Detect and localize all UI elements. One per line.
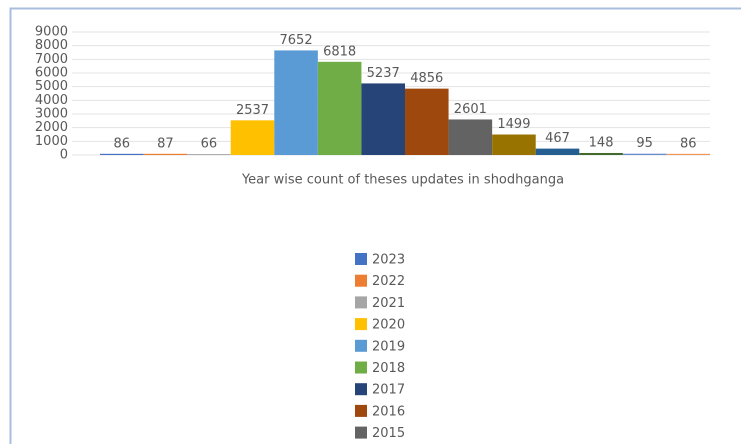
data-label: 95	[636, 136, 653, 151]
legend-swatch	[355, 296, 367, 309]
bar	[448, 119, 493, 155]
legend-label: 2019	[372, 339, 405, 354]
data-label: 86	[114, 136, 131, 151]
legend-label: 2021	[372, 296, 405, 311]
data-label: 5237	[367, 66, 400, 81]
legend-label: 2015	[372, 426, 405, 441]
legend-swatch	[355, 361, 367, 374]
data-label: 86	[680, 136, 697, 151]
x-axis-title: Year wise count of theses updates in sho…	[241, 173, 564, 188]
legend-label: 2022	[372, 274, 405, 289]
data-label: 467	[545, 131, 570, 146]
bar	[579, 152, 623, 155]
data-label: 7652	[280, 33, 313, 48]
bar	[143, 153, 188, 155]
bar	[666, 153, 710, 155]
data-label: 6818	[323, 44, 356, 59]
legend-swatch	[355, 318, 367, 331]
bar	[492, 134, 536, 155]
data-label: 148	[589, 135, 614, 150]
legend-label: 2016	[372, 404, 405, 419]
legend-swatch	[355, 253, 367, 265]
data-label: 1499	[497, 117, 530, 132]
y-tick-label: 4000	[35, 93, 68, 108]
y-tick-label: 2000	[35, 120, 68, 135]
bar	[535, 148, 580, 155]
bar	[622, 153, 667, 155]
legend-swatch	[355, 383, 367, 396]
y-tick-label: 7000	[35, 52, 68, 67]
bar	[230, 120, 275, 155]
y-tick-label: 0	[60, 148, 68, 163]
y-tick-label: 8000	[35, 38, 68, 53]
chart-frame	[9, 7, 741, 444]
bar	[405, 88, 449, 155]
legend-swatch	[355, 274, 367, 287]
bar	[361, 83, 405, 155]
legend-swatch	[355, 404, 367, 417]
y-tick-label: 6000	[35, 66, 68, 81]
y-tick-label: 1000	[35, 134, 68, 149]
legend-label: 2017	[372, 383, 405, 398]
bar	[187, 154, 231, 155]
data-label: 2601	[454, 102, 487, 117]
legend-swatch	[355, 426, 367, 439]
y-tick-label: 3000	[35, 107, 68, 122]
legend-label: 2018	[372, 361, 405, 376]
legend-label: 2023	[372, 253, 405, 268]
bar	[317, 61, 362, 156]
y-tick-label: 9000	[35, 25, 68, 40]
data-label: 2537	[236, 103, 269, 118]
bar	[274, 50, 318, 155]
data-label: 87	[157, 136, 174, 151]
y-tick-label: 5000	[35, 79, 68, 94]
legend-swatch	[355, 339, 367, 352]
bar	[100, 153, 144, 155]
data-label: 66	[201, 137, 218, 152]
data-label: 4856	[410, 71, 443, 86]
legend-label: 2020	[372, 318, 405, 333]
